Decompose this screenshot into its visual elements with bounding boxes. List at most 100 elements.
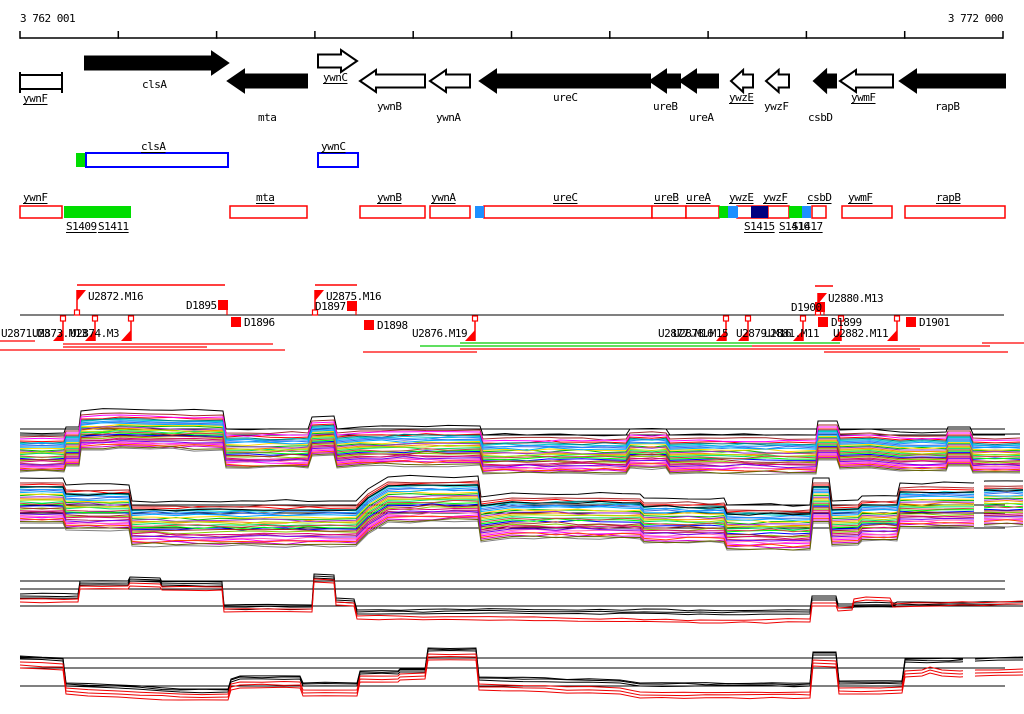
orf-label-ywnA[interactable]: ywnA <box>431 191 456 204</box>
expression-series <box>974 668 1024 671</box>
marker-square-D1901[interactable] <box>906 317 916 327</box>
gene-arrow-ywnC[interactable] <box>317 48 359 74</box>
marker-label-U2876.M19: U2876.M19 <box>412 327 468 340</box>
orf-label-ureA[interactable]: ureA <box>686 191 711 204</box>
orf-box-ureC[interactable] <box>483 205 653 219</box>
orf-label-ywzF[interactable]: ywzF <box>763 191 788 204</box>
gene-label-ureC[interactable]: ureC <box>553 91 578 104</box>
orf-box-clsA[interactable] <box>85 152 229 168</box>
orf-label-clsA[interactable]: clsA <box>141 140 166 153</box>
orf-box-ywnC[interactable] <box>317 152 359 168</box>
orf-label-ywzE[interactable]: ywzE <box>729 191 754 204</box>
marker-flag-U2876.M19[interactable] <box>465 330 475 341</box>
orf-label-csbD[interactable]: csbD <box>807 191 832 204</box>
gene-label-ywnC[interactable]: ywnC <box>323 71 348 84</box>
expression-track-4 <box>19 647 1024 701</box>
marker-label-U2879.M16: U2879.M16 <box>736 327 792 340</box>
orf-box-csbD[interactable] <box>811 205 827 219</box>
marker-flag-U2880.M13[interactable] <box>818 293 827 304</box>
gene-arrow-clsA[interactable] <box>84 50 230 76</box>
gene-arrow-ywzE[interactable] <box>729 67 754 95</box>
expression-series <box>983 495 1024 497</box>
orf-label-ureC[interactable]: ureC <box>553 191 578 204</box>
marker-flag-U2881.M11[interactable] <box>831 330 841 341</box>
expression-track-3 <box>19 573 1024 624</box>
gene-arrow-ureC[interactable] <box>478 68 651 94</box>
gene-arrow-rapB[interactable] <box>898 68 1006 94</box>
gene-arrow-ywmF[interactable] <box>838 68 894 94</box>
orf-label-ywnF[interactable]: ywnF <box>23 191 48 204</box>
gene-arrow-ureA[interactable] <box>678 68 719 94</box>
expression-series <box>19 428 1021 458</box>
expression-series <box>19 490 975 523</box>
orf-box-ureA[interactable] <box>685 205 720 219</box>
expression-series <box>983 498 1024 501</box>
orf-box-ywzF[interactable] <box>767 205 790 219</box>
expression-series <box>19 518 975 551</box>
orf-box-ywnA[interactable] <box>429 205 471 219</box>
gene-label-csbD[interactable]: csbD <box>808 111 833 124</box>
gene-label-ureA[interactable]: ureA <box>689 111 714 124</box>
expression-series <box>19 503 975 536</box>
expression-series <box>19 445 1021 474</box>
segment-label-S1411[interactable]: S1411 <box>98 220 129 233</box>
orf-box-ywnB[interactable] <box>359 205 426 219</box>
segment-label-S1416[interactable]: S1416 <box>779 220 810 233</box>
orf-box-ureB[interactable] <box>651 205 687 219</box>
marker-square-D1897[interactable] <box>347 301 357 311</box>
gene-arrow-ywnA[interactable] <box>428 68 471 94</box>
marker-square-D1899[interactable] <box>818 317 828 327</box>
orf-label-ywnB[interactable]: ywnB <box>377 191 402 204</box>
marker-square-D1895[interactable] <box>218 300 228 310</box>
expression-series <box>983 519 1024 523</box>
orf-box-ywmF[interactable] <box>841 205 893 219</box>
marker-flag-U2879.M16[interactable] <box>793 330 803 341</box>
expression-series <box>983 490 1024 494</box>
marker-flag-U2874.M3[interactable] <box>121 330 131 341</box>
gene-label-ywnB[interactable]: ywnB <box>377 100 402 113</box>
expression-track-1 <box>19 408 1021 476</box>
expression-series <box>19 481 975 513</box>
segment-label-S1409[interactable]: S1409 <box>66 220 97 233</box>
gene-label-ywzF[interactable]: ywzF <box>764 100 789 113</box>
marker-square-D1900[interactable] <box>815 302 825 312</box>
marker-flag-U2882.M11[interactable] <box>887 330 897 341</box>
gene-label-mta[interactable]: mta <box>258 111 277 124</box>
expression-series <box>983 513 1024 515</box>
orf-label-ureB[interactable]: ureB <box>654 191 679 204</box>
marker-square-D1896[interactable] <box>231 317 241 327</box>
orf-box-ywnF[interactable] <box>19 205 63 219</box>
orf-label-ywnC[interactable]: ywnC <box>321 140 346 153</box>
marker-flag-U2875.M16[interactable] <box>315 290 324 301</box>
gene-label-ywzE[interactable]: ywzE <box>729 91 754 104</box>
gene-label-clsA[interactable]: clsA <box>142 78 167 91</box>
marker-flag-U2873.M13[interactable] <box>85 330 95 341</box>
gene-label-ywmF[interactable]: ywmF <box>851 91 876 104</box>
gene-arrow-mta[interactable] <box>226 68 308 94</box>
gene-label-ywnA[interactable]: ywnA <box>436 111 461 124</box>
orf-label-mta[interactable]: mta <box>256 191 275 204</box>
gene-arrow-ureB[interactable] <box>648 68 681 94</box>
gene-label-ywnF[interactable]: ywnF <box>23 92 48 105</box>
gene-label-rapB[interactable]: rapB <box>935 100 960 113</box>
marker-label-U2871.M3: U2871.M3 <box>1 327 50 340</box>
expression-series <box>19 573 1024 612</box>
segment-label-S1415[interactable]: S1415 <box>744 220 775 233</box>
marker-flag-U2878.M15[interactable] <box>738 330 748 341</box>
marker-square-D1898[interactable] <box>364 320 374 330</box>
gene-arrow-ywnB[interactable] <box>358 68 426 94</box>
gene-box-ywnF[interactable] <box>19 74 63 90</box>
orf-label-rapB[interactable]: rapB <box>936 191 961 204</box>
gene-arrow-csbD[interactable] <box>812 67 837 95</box>
orf-box-rapB[interactable] <box>904 205 1006 219</box>
orf-label-ywmF[interactable]: ywmF <box>848 191 873 204</box>
marker-flag-U2871.M3[interactable] <box>53 330 63 341</box>
marker-flag-U2872.M16[interactable] <box>77 290 86 301</box>
gene-arrow-ywzF[interactable] <box>764 67 790 95</box>
orf-box-mta[interactable] <box>229 205 308 219</box>
marker-flag-U2877.M16[interactable] <box>716 330 726 341</box>
expression-series <box>983 517 1024 520</box>
expression-series <box>974 674 1024 677</box>
gene-label-ureB[interactable]: ureB <box>653 100 678 113</box>
segment-label-S1417[interactable]: S1417 <box>792 220 823 233</box>
